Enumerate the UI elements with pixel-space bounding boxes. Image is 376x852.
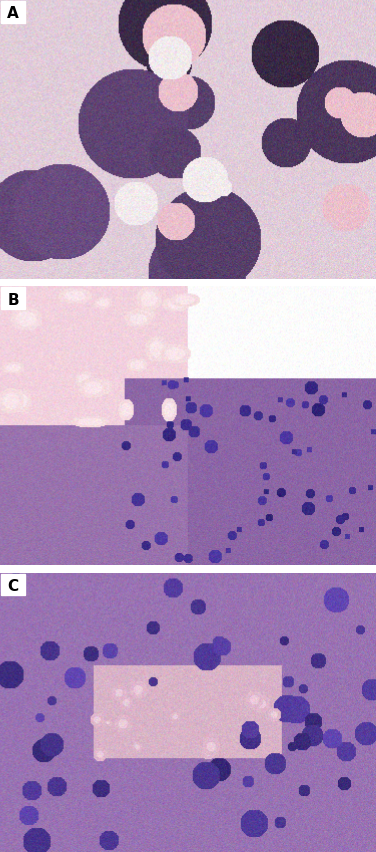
FancyBboxPatch shape [1,573,25,596]
Text: B: B [7,293,19,308]
Text: C: C [8,579,18,594]
Text: A: A [7,7,19,21]
FancyBboxPatch shape [1,1,25,23]
FancyBboxPatch shape [1,287,25,309]
